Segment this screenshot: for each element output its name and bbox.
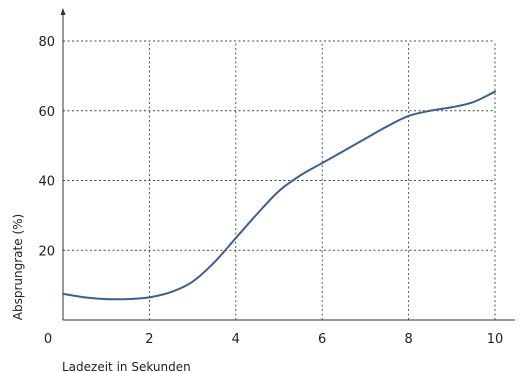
x-tick-label-8: 8	[404, 332, 412, 347]
origin-tick-label: 0	[44, 332, 52, 347]
tick-labels: 0 2 4 6 8 10 20 40 60 80	[38, 35, 503, 347]
x-tick-label-2: 2	[145, 332, 153, 347]
series-group	[62, 90, 496, 301]
grid	[63, 40, 496, 320]
axes	[60, 8, 515, 321]
y-tick-label-20: 20	[38, 244, 55, 259]
y-tick-label-60: 60	[38, 105, 55, 120]
y-tick-label-40: 40	[38, 175, 55, 190]
x-axis-label: Ladezeit in Sekunden	[62, 360, 191, 372]
y-tick-label-80: 80	[38, 35, 55, 50]
x-tick-label-6: 6	[318, 332, 326, 347]
y-axis-arrow	[60, 8, 66, 15]
y-axis-label: Absprungrate (%)	[11, 214, 25, 320]
x-tick-label-4: 4	[232, 332, 240, 347]
series-line-0	[62, 90, 496, 301]
x-tick-label-10: 10	[487, 332, 504, 347]
